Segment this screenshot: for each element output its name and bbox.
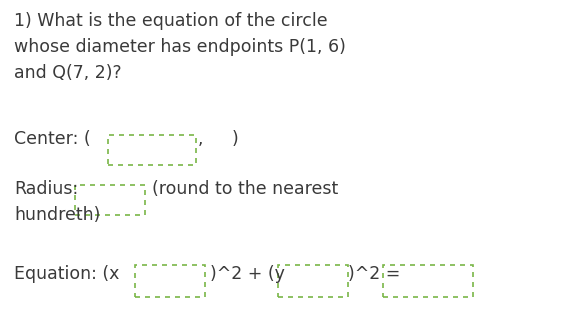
Bar: [75, 185, 145, 215]
Text: Radius:: Radius:: [14, 180, 78, 198]
Text: hundreth): hundreth): [14, 206, 100, 224]
Text: Equation: (x: Equation: (x: [14, 265, 119, 283]
Text: whose diameter has endpoints P(1, 6): whose diameter has endpoints P(1, 6): [14, 38, 346, 56]
Text: ,: ,: [198, 130, 204, 148]
Text: )^2 =: )^2 =: [348, 265, 400, 283]
Text: 1) What is the equation of the circle: 1) What is the equation of the circle: [14, 12, 328, 30]
Bar: [278, 265, 348, 297]
Text: (round to the nearest: (round to the nearest: [152, 180, 338, 198]
Text: ): ): [232, 130, 239, 148]
Text: and Q(7, 2)?: and Q(7, 2)?: [14, 64, 122, 82]
Bar: [383, 265, 473, 297]
Bar: [108, 135, 196, 165]
Bar: [135, 265, 205, 297]
Text: )^2 + (y: )^2 + (y: [210, 265, 285, 283]
Text: Center: (: Center: (: [14, 130, 91, 148]
